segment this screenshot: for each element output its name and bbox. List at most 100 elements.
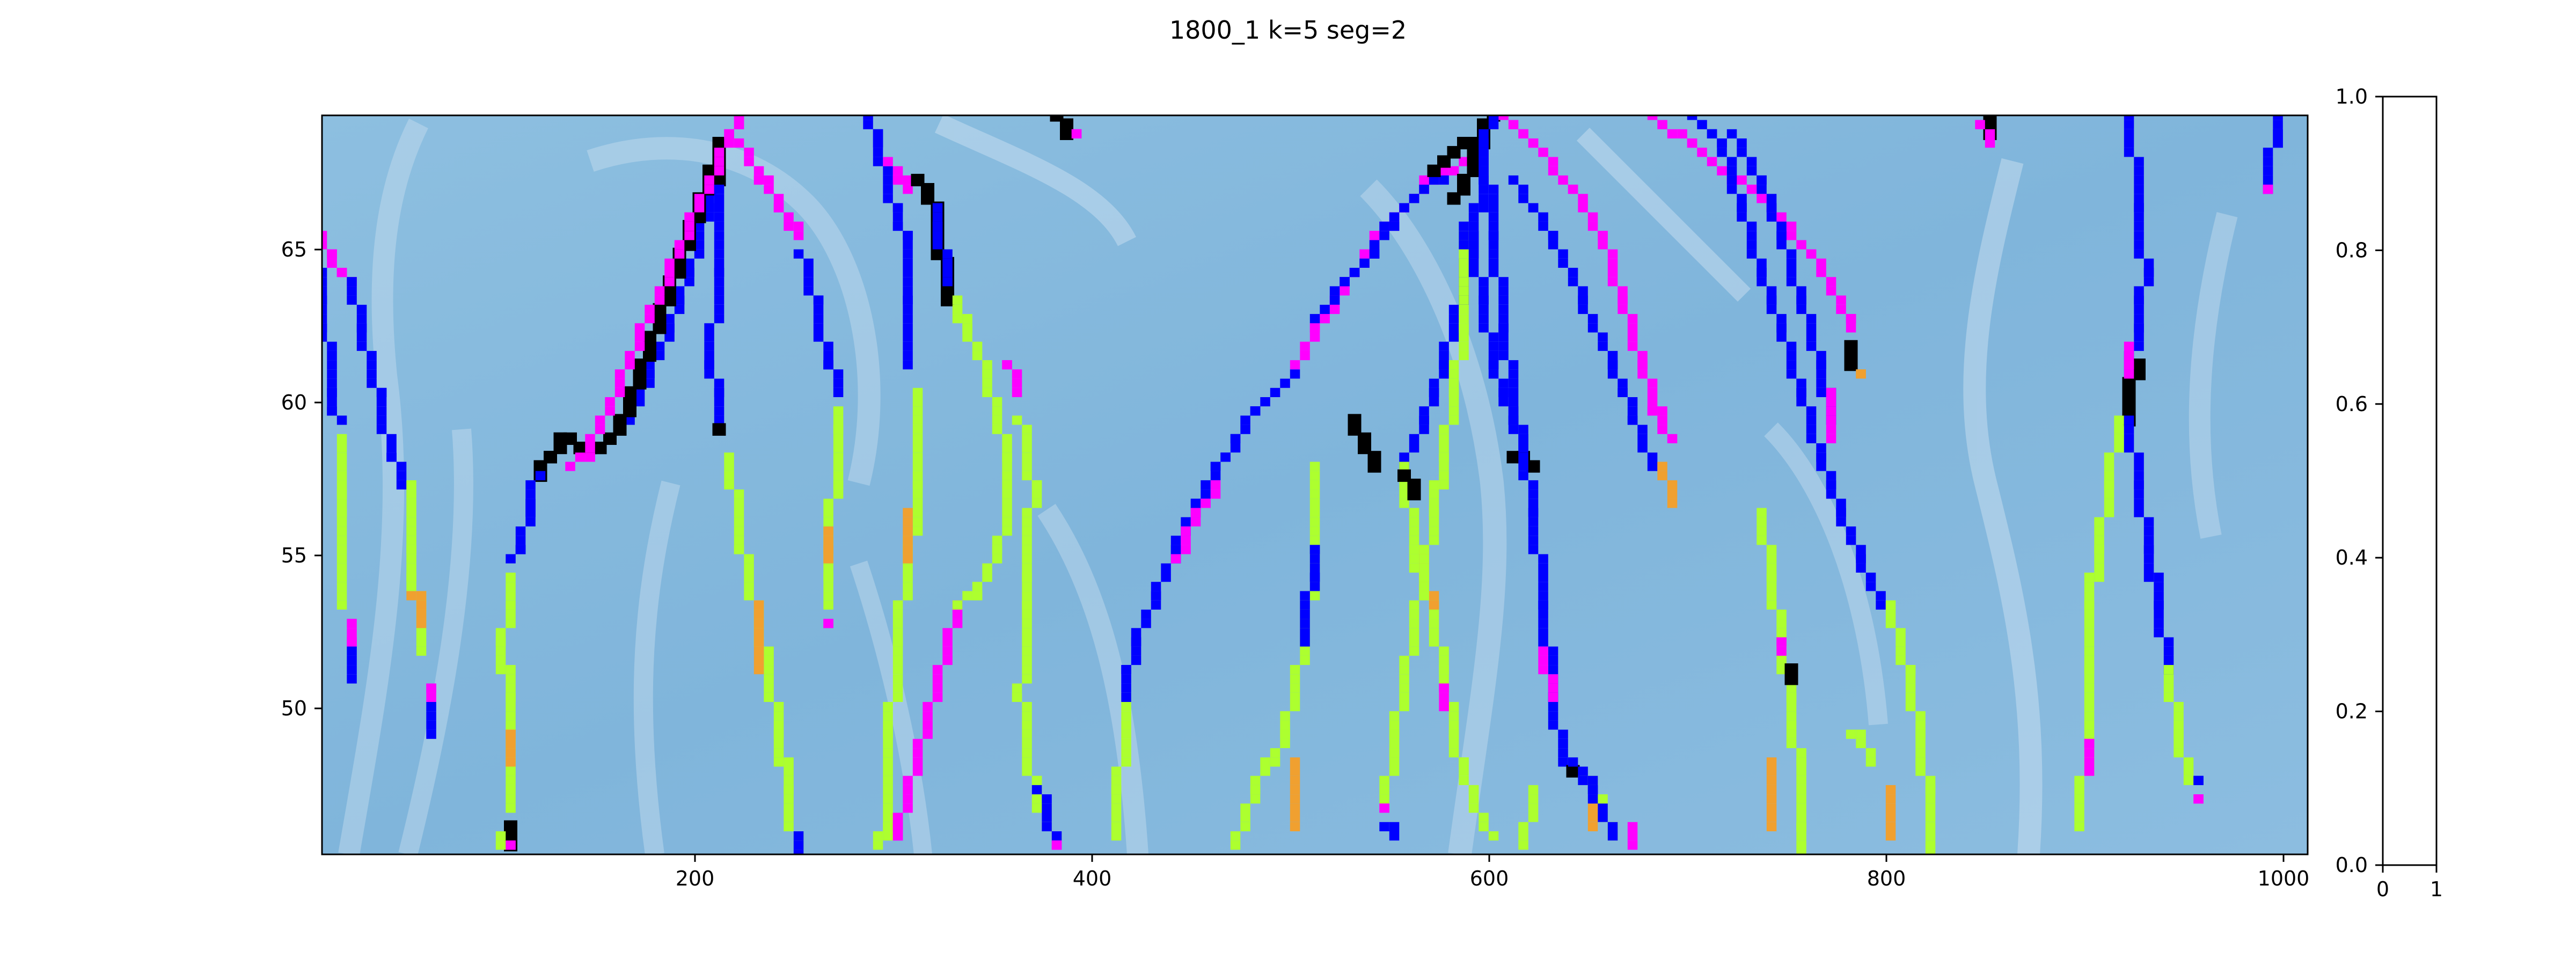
series-cell-blue bbox=[1558, 729, 1568, 739]
series-cell-blue bbox=[873, 138, 883, 148]
series-cell-green bbox=[1121, 748, 1131, 758]
series-cell-green bbox=[1250, 794, 1261, 804]
series-cell-blue bbox=[1151, 591, 1161, 601]
series-cell-blue bbox=[1776, 240, 1787, 250]
series-cell-magenta bbox=[923, 702, 933, 712]
series-cell-green bbox=[734, 489, 744, 499]
series-cell-green bbox=[1766, 545, 1777, 554]
series-cell-blue bbox=[1270, 387, 1280, 397]
series-cell-green bbox=[1796, 785, 1806, 795]
series-cell-green bbox=[952, 314, 963, 324]
series-cell-magenta bbox=[1012, 378, 1022, 388]
series-cell-green bbox=[1468, 803, 1479, 813]
series-cell-magenta bbox=[1190, 517, 1201, 526]
series-cell-blue bbox=[2263, 175, 2273, 185]
series-cell-green bbox=[2094, 573, 2104, 582]
series-cell-green bbox=[506, 803, 516, 813]
series-cell-green bbox=[406, 508, 416, 517]
series-cell-green bbox=[912, 406, 923, 416]
series-cell-green bbox=[506, 794, 516, 804]
series-cell-magenta bbox=[426, 692, 436, 702]
series-cell-green bbox=[336, 545, 347, 554]
series-cell-green bbox=[1399, 480, 1409, 490]
series-cell-blue bbox=[1210, 471, 1221, 480]
series-cell-green bbox=[1399, 489, 1409, 499]
series-cell-green bbox=[823, 517, 833, 526]
series-cell-blue bbox=[1429, 397, 1439, 407]
series-cell-green bbox=[1448, 729, 1459, 739]
series-cell-magenta bbox=[1826, 415, 1836, 425]
series-cell-blue bbox=[1309, 563, 1320, 573]
series-cell-green bbox=[1488, 831, 1499, 841]
series-cell-blue bbox=[1737, 138, 1747, 148]
series-cell-blue bbox=[1141, 609, 1151, 619]
series-cell-blue bbox=[1607, 350, 1618, 361]
series-cell-magenta bbox=[645, 314, 655, 324]
series-cell-magenta bbox=[684, 231, 694, 240]
series-cell-green bbox=[336, 536, 347, 545]
series-cell-blue bbox=[942, 268, 953, 277]
series-cell-blue bbox=[1637, 434, 1648, 443]
series-cell-orange bbox=[1290, 785, 1300, 795]
series-cell-magenta bbox=[1359, 249, 1370, 259]
colorbar-tick-label: 0.2 bbox=[2336, 700, 2368, 723]
series-cell-magenta bbox=[773, 203, 784, 213]
series-cell-green bbox=[495, 831, 506, 841]
series-cell-green bbox=[2084, 619, 2095, 628]
colorbar-tick-label: 0.4 bbox=[2336, 546, 2368, 569]
series-cell-blue bbox=[1230, 434, 1241, 443]
series-cell-blue bbox=[2154, 628, 2164, 638]
series-cell-green bbox=[406, 573, 416, 582]
series-cell-blue bbox=[2134, 203, 2144, 213]
series-cell-magenta bbox=[952, 619, 963, 628]
series-cell-magenta bbox=[1012, 369, 1022, 379]
series-cell-blue bbox=[2134, 166, 2144, 175]
series-cell-blue bbox=[322, 314, 327, 324]
series-cell-blue bbox=[803, 258, 814, 268]
series-cell-magenta bbox=[1985, 138, 1995, 148]
series-cell-green bbox=[1290, 702, 1300, 712]
series-cell-green bbox=[2084, 582, 2095, 591]
series-cell-blue bbox=[1498, 387, 1509, 397]
series-cell-magenta bbox=[575, 452, 586, 462]
series-cell-magenta bbox=[724, 129, 734, 138]
series-cell-green bbox=[912, 489, 923, 499]
series-cell-blue bbox=[1121, 674, 1131, 684]
series-cell-green bbox=[1925, 785, 1936, 795]
series-cell-blue bbox=[2163, 637, 2174, 647]
series-cell-green bbox=[1459, 277, 1469, 287]
series-cell-green bbox=[1528, 794, 1539, 804]
series-cell-blue bbox=[367, 360, 377, 370]
series-cell-blue bbox=[1389, 831, 1400, 841]
series-cell-blue bbox=[1846, 536, 1856, 545]
series-cell-green bbox=[1766, 554, 1777, 564]
series-cell-orange bbox=[903, 545, 913, 554]
series-cell-green bbox=[1022, 600, 1032, 610]
series-cell-green bbox=[773, 757, 784, 767]
series-cell-blue bbox=[1488, 350, 1499, 361]
series-cell-blue bbox=[1201, 480, 1211, 490]
series-cell-green bbox=[506, 683, 516, 693]
series-cell-blue bbox=[1498, 378, 1509, 388]
series-cell-blue bbox=[1568, 268, 1578, 277]
series-cell-green bbox=[2084, 600, 2095, 610]
series-cell-blue bbox=[1448, 314, 1459, 324]
series-cell-green bbox=[1776, 628, 1787, 638]
series-cell-blue bbox=[1518, 462, 1528, 471]
plot-area bbox=[321, 114, 2309, 855]
series-cell-blue bbox=[645, 378, 655, 388]
series-cell-magenta bbox=[912, 738, 923, 748]
series-cell-green bbox=[833, 452, 844, 462]
series-cell-blue bbox=[1776, 314, 1787, 324]
series-cell-green bbox=[1309, 489, 1320, 499]
series-cell-magenta bbox=[1627, 323, 1638, 333]
series-cell-blue bbox=[1806, 434, 1817, 443]
series-cell-blue bbox=[1280, 378, 1290, 388]
series-cell-blue bbox=[1379, 822, 1389, 831]
series-cell-magenta bbox=[903, 185, 913, 194]
series-cell-green bbox=[1022, 619, 1032, 628]
series-cell-green bbox=[2104, 508, 2114, 517]
series-cell-blue bbox=[1538, 582, 1548, 591]
series-cell-blue bbox=[1479, 129, 1489, 138]
series-cell-black bbox=[1447, 192, 1461, 205]
